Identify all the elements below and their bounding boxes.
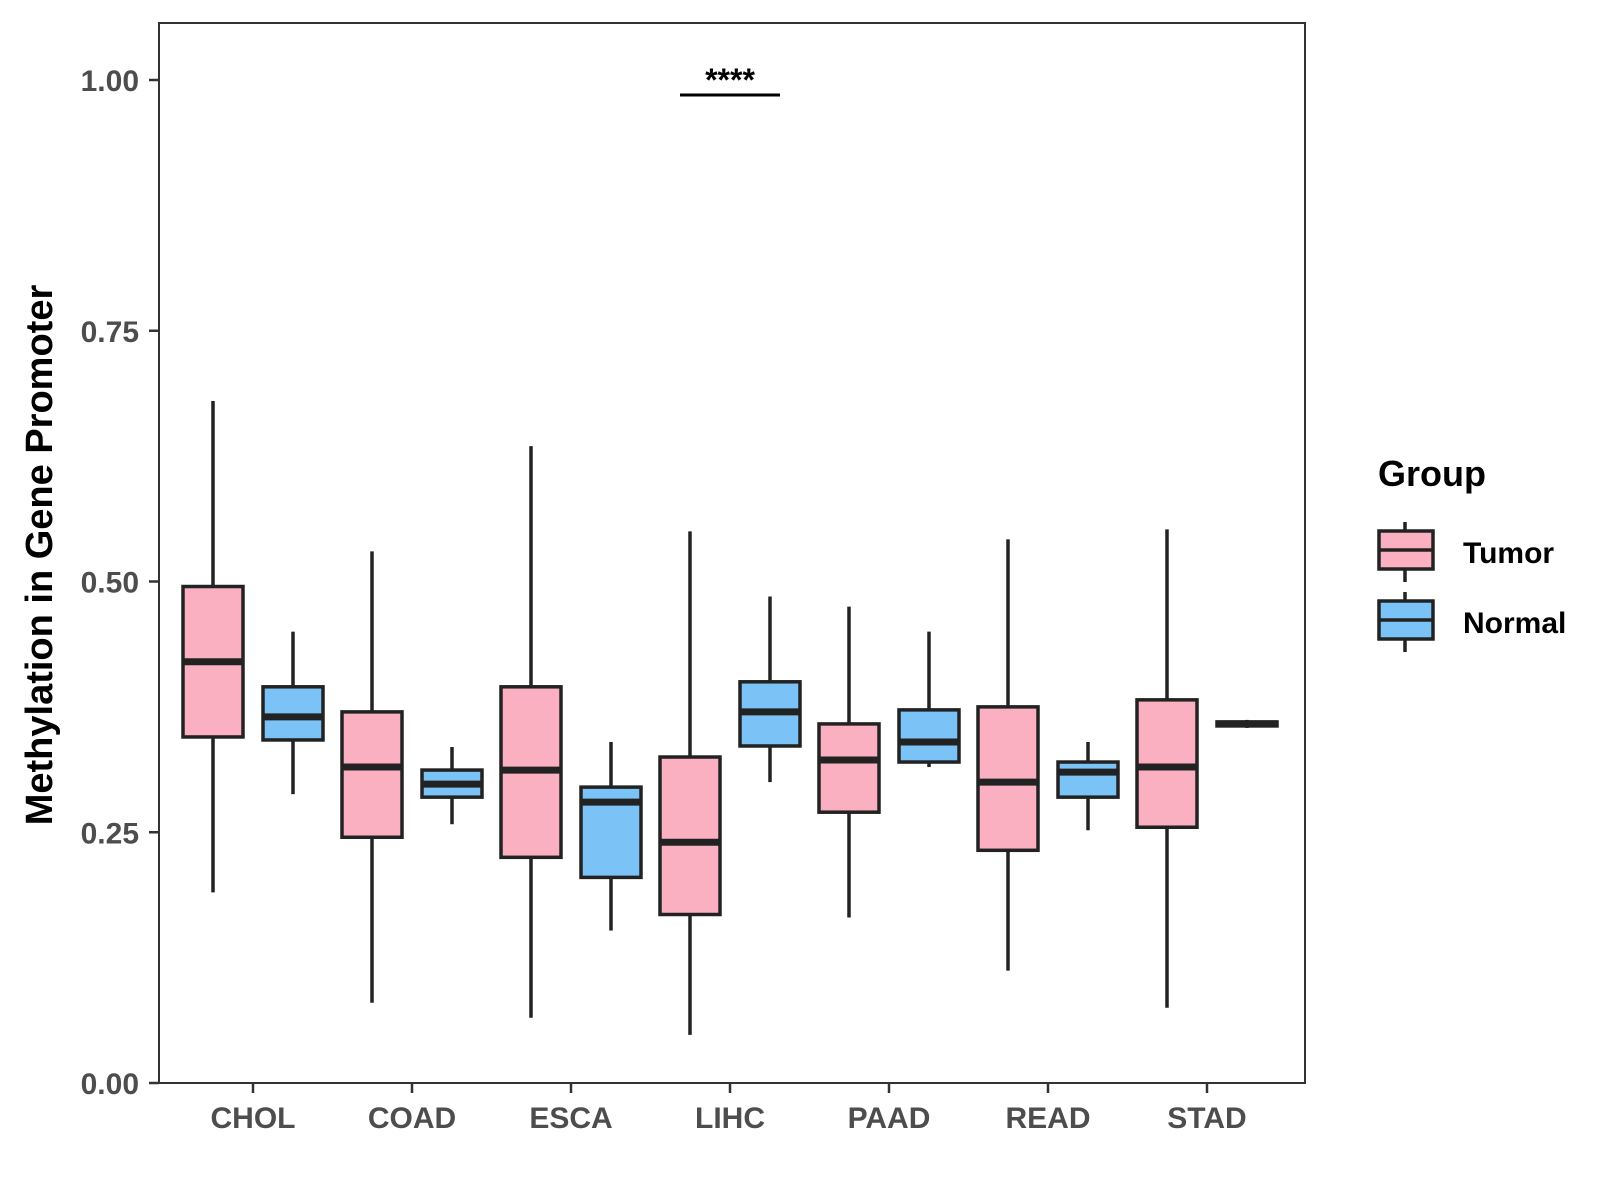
box-tumor-stad	[1135, 698, 1199, 829]
x-tick-label-lihc: LIHC	[695, 1102, 765, 1135]
y-tick-label: 0.00	[81, 1068, 139, 1101]
legend-item-normal: Normal	[1377, 592, 1566, 652]
legend-item-tumor: Tumor	[1377, 522, 1554, 582]
y-tick-label: 1.00	[81, 65, 139, 98]
x-tick-label-chol: CHOL	[211, 1102, 296, 1135]
significance-label: ****	[705, 62, 755, 98]
x-tick-label-read: READ	[1005, 1102, 1090, 1135]
plot-area: 0.00 0.25 0.50 0.75 1.00 CHOL COAD ESCA LIHC PAAD…	[81, 22, 1306, 1135]
legend: Group Tumor Normal	[1377, 453, 1566, 652]
x-tick-label-coad: COAD	[368, 1102, 456, 1135]
box-normal-chol	[261, 685, 325, 742]
legend-title: Group	[1378, 453, 1486, 494]
box-tumor-coad	[340, 710, 404, 840]
legend-label-tumor: Tumor	[1463, 537, 1554, 570]
legend-label-normal: Normal	[1463, 607, 1566, 640]
x-tick-label-paad: PAAD	[848, 1102, 931, 1135]
box-tumor-read	[976, 705, 1040, 853]
box-tumor-lihc	[658, 755, 722, 917]
y-axis-label: Methylation in Gene Promoter	[19, 285, 61, 826]
box-normal-read	[1056, 760, 1120, 799]
y-tick-label: 0.50	[81, 567, 139, 600]
y-tick-label: 0.25	[81, 817, 139, 850]
box-tumor-paad	[817, 722, 881, 814]
plot-border	[158, 22, 1306, 1084]
x-tick-label-stad: STAD	[1167, 1102, 1246, 1135]
y-tick-label: 0.75	[81, 316, 139, 349]
box-normal-paad	[897, 708, 961, 764]
x-tick-label-esca: ESCA	[529, 1102, 612, 1135]
